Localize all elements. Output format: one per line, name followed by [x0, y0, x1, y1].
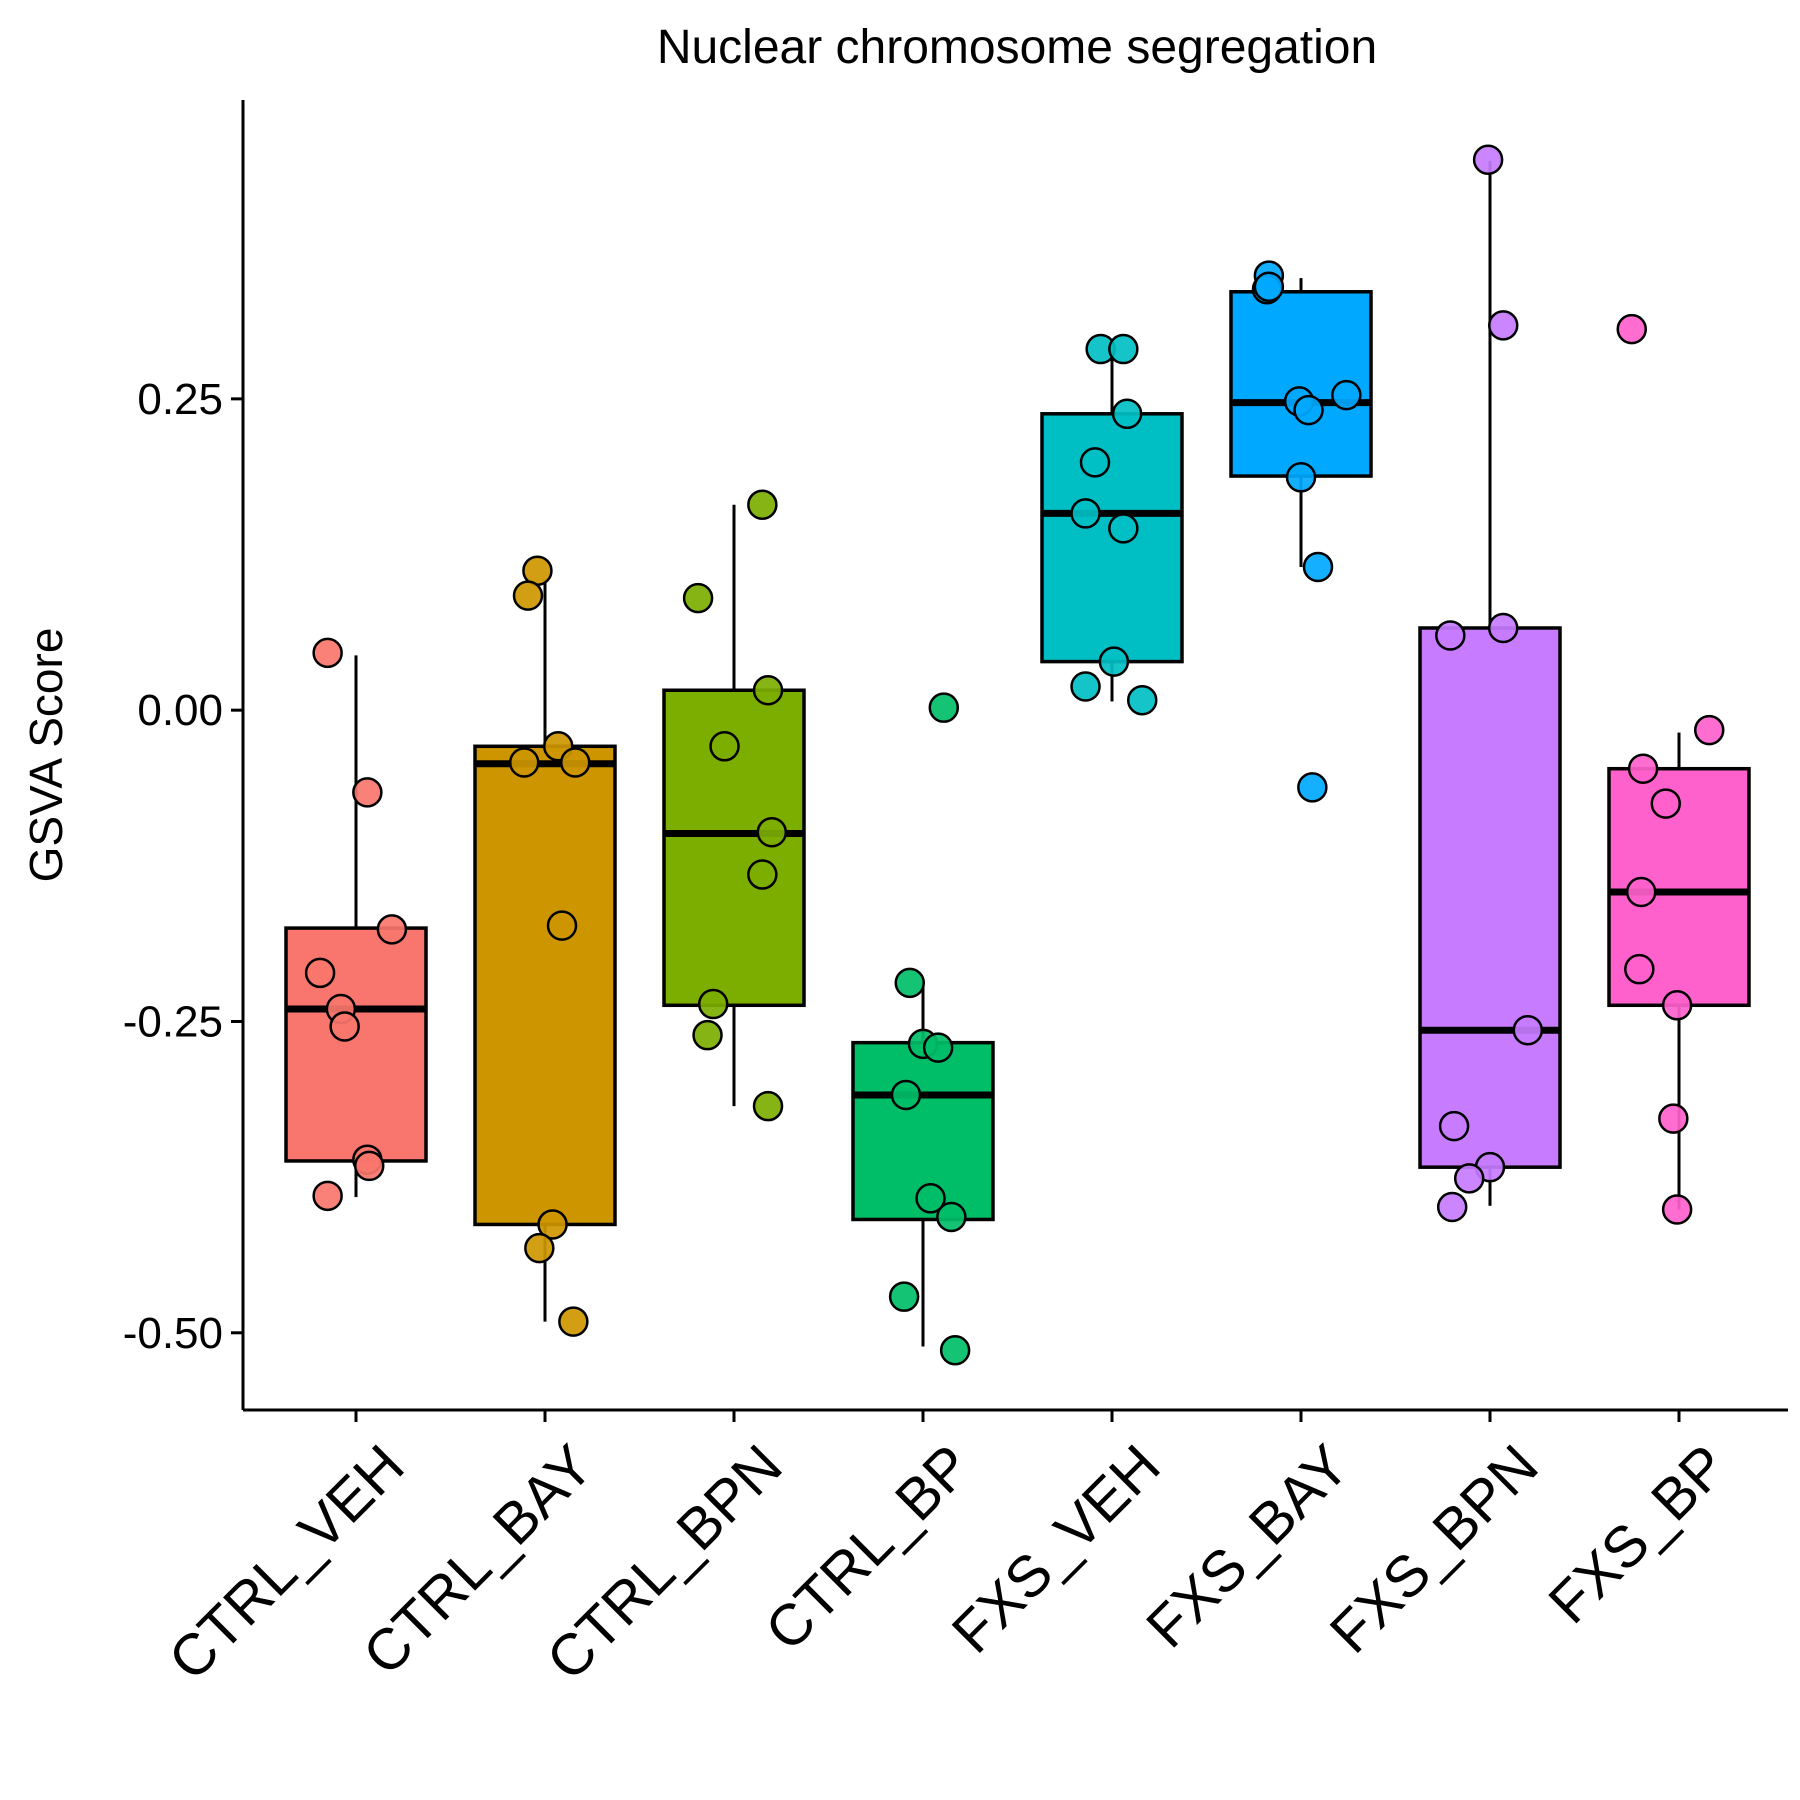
data-point [376, 914, 408, 945]
data-point [915, 1183, 946, 1214]
data-point [1625, 876, 1657, 908]
data-point [1512, 1014, 1544, 1046]
y-axis-label: GSVA Score [20, 628, 72, 883]
data-point [1070, 498, 1101, 529]
y-tick-label: 0.00 [137, 686, 223, 735]
box-group-fxs-bp [1607, 313, 1751, 1225]
data-point [709, 731, 740, 762]
data-point [928, 692, 960, 723]
box-group-ctrl-veh [284, 637, 428, 1212]
data-point [546, 910, 578, 941]
data-point [1438, 1110, 1470, 1142]
y-tick-label: -0.25 [123, 997, 223, 1046]
data-point [1658, 1103, 1689, 1134]
box-group-ctrl-bp [851, 692, 995, 1366]
data-point [512, 580, 544, 611]
data-point [304, 957, 336, 989]
data-point [1435, 620, 1466, 651]
data-point [1079, 447, 1111, 478]
data-point [1436, 1191, 1468, 1223]
box-iqr [473, 744, 617, 1227]
box-group-fxs-bpn [1418, 144, 1562, 1223]
data-point [1302, 551, 1334, 583]
data-point [1108, 333, 1139, 365]
data-point [894, 967, 926, 999]
data-point [524, 1232, 555, 1264]
chart-title: Nuclear chromosome segregation [657, 21, 1377, 74]
data-point [697, 988, 729, 1020]
data-point [1098, 646, 1130, 677]
data-point [1253, 271, 1285, 303]
data-point [692, 1019, 723, 1051]
data-point [1650, 788, 1682, 819]
data-point [1472, 144, 1504, 176]
data-point [1293, 394, 1324, 426]
data-point [939, 1334, 971, 1366]
data-point [312, 1180, 343, 1212]
data-point [537, 1209, 568, 1240]
data-point [747, 489, 778, 520]
data-point [352, 777, 383, 808]
data-point [1627, 753, 1659, 784]
data-point [752, 1090, 784, 1122]
data-point [353, 1150, 385, 1182]
x-tick-label: FXS_VEH [940, 1433, 1173, 1666]
x-tick-label: FXS_BPN [1318, 1433, 1551, 1666]
y-tick-label: 0.25 [137, 375, 223, 424]
y-tick-label: -0.50 [123, 1309, 223, 1358]
data-point [1616, 313, 1647, 345]
plot-area: -0.50-0.250.000.25CTRL_VEHCTRL_BAYCTRL_B… [123, 100, 1788, 1693]
data-point [558, 1306, 589, 1337]
x-tick-label: FXS_BP [1536, 1433, 1739, 1636]
data-point [329, 1011, 360, 1042]
data-point [508, 747, 540, 778]
box-iqr [284, 926, 428, 1163]
box-iqr [1418, 626, 1562, 1169]
data-point [1661, 1194, 1693, 1225]
data-point [1108, 513, 1139, 544]
data-point [1285, 462, 1317, 493]
data-point [1111, 398, 1143, 430]
box-group-fxs-bay [1229, 260, 1373, 803]
data-point [312, 637, 343, 669]
data-point [1487, 310, 1519, 341]
box-group-ctrl-bpn [662, 489, 806, 1122]
data-point [1331, 379, 1362, 411]
data-point [1453, 1163, 1485, 1194]
data-point [1126, 684, 1158, 716]
data-point [1070, 671, 1101, 702]
data-point [559, 747, 591, 778]
data-point [1693, 714, 1725, 746]
data-point [747, 859, 778, 890]
data-point [888, 1281, 920, 1312]
box-group-fxs-veh [1040, 333, 1184, 716]
data-point [1487, 612, 1519, 644]
data-point [1624, 953, 1655, 985]
data-point [922, 1032, 954, 1063]
data-point [936, 1201, 967, 1233]
data-point [752, 674, 784, 706]
data-point [890, 1079, 922, 1111]
data-point [1661, 990, 1693, 1021]
box-group-ctrl-bay [473, 555, 617, 1337]
data-point [1297, 772, 1328, 803]
data-point [756, 816, 788, 848]
data-point [682, 582, 714, 614]
